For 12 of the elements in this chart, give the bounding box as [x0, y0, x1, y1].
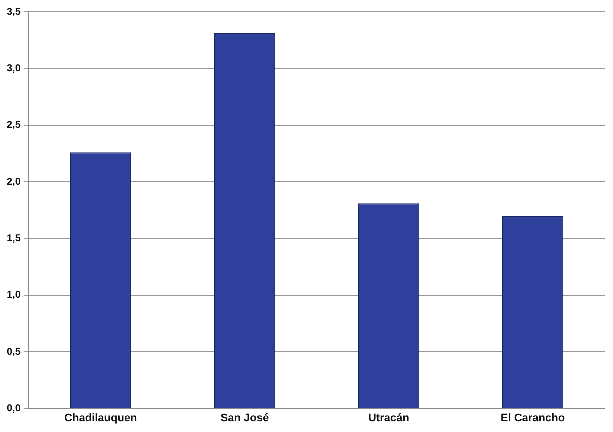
y-tick-label: 0,5 — [6, 346, 22, 358]
x-tick-label: Utracán — [368, 412, 410, 424]
x-tick-label: San José — [220, 412, 270, 424]
x-tick-label: Chadilauquen — [64, 412, 138, 424]
y-tick-label: 1,5 — [6, 233, 22, 244]
y-tick-label: 3,0 — [6, 63, 22, 74]
y-tick-label: 3,5 — [6, 6, 22, 18]
y-tick-label: 1,0 — [6, 290, 22, 302]
y-tick-label: 2,0 — [6, 176, 22, 188]
x-tick-label: El Carancho — [500, 412, 566, 424]
y-tick-label: 0,0 — [6, 404, 22, 415]
y-tick-label: 2,5 — [6, 120, 22, 132]
